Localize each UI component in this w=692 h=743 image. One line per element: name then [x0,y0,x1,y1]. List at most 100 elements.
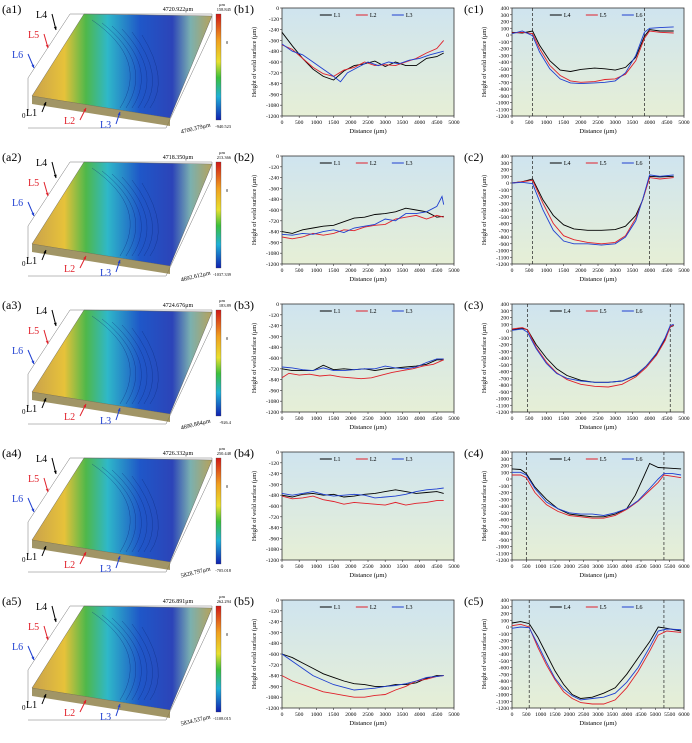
panel-label: (b2) [234,150,254,164]
x-tick-label: 3500 [397,416,408,422]
legend-label: L5 [600,605,607,611]
y-tick-label: -600 [499,370,509,376]
y-tick-label: 100 [501,470,510,476]
surface-side [32,688,170,718]
surface-ripple [141,182,159,257]
x-tick-label: 2000 [345,564,356,570]
panel-label: (c2) [464,150,483,164]
y-tick-label: -200 [499,639,509,645]
legend-label: L2 [370,161,377,167]
x-axis-label: Distance (μm) [579,276,616,283]
c-chart-5: (c5) 4003002001000-100-200-300-400-500-60… [464,594,690,727]
y-tick-label: -840 [269,378,279,384]
plot-area [511,451,685,561]
legend-label: L5 [600,161,607,167]
x-tick-label: 4000 [414,268,425,274]
scale-max: 158.845 [217,7,232,12]
line-tag-l1: L1 [26,700,37,711]
series-line-l5 [511,30,674,83]
x-tick-label: 1000 [535,564,546,570]
y-tick-label: -100 [499,336,509,342]
y-tick-label: -840 [269,82,279,88]
y-tick-label: -400 [499,208,509,214]
x-tick-label: 3000 [380,416,391,422]
y-tick-label: -1080 [266,103,279,109]
series-line-l3 [281,653,444,691]
series-line-l2 [281,495,444,506]
surface-plot [31,161,213,267]
y-tick-label: -500 [499,215,509,221]
panel-label: (b3) [234,298,254,312]
y-tick-label: -100 [499,484,509,490]
plot-area [511,303,685,413]
surface-ripple [141,478,159,553]
y-tick-label: 100 [501,618,510,624]
surface-plot [31,309,213,415]
surface-ripple [121,620,148,701]
y-tick-label: -600 [269,652,279,658]
x-tick-label: 0 [511,120,514,126]
line-tag-l1: L1 [26,552,37,563]
color-scale-bar [215,457,222,565]
y-tick-label: 100 [501,26,510,32]
y-tick-label: -480 [269,345,279,351]
x-tick-label: 2500 [592,416,603,422]
tag-arrowhead [45,636,49,640]
scale-max: 213.366 [217,155,232,160]
x-tick-label: 5000 [678,416,689,422]
x-tick-label: 1000 [541,268,552,274]
panel-label: (a3) [2,298,21,312]
y-tick-label: -1100 [496,403,509,409]
x-tick-label: 3000 [610,268,621,274]
x-tick-label: 500 [522,564,531,570]
y-tick-label: 300 [501,605,510,611]
tag-arrowhead [83,404,86,408]
surface-ripple [101,318,137,405]
x-tick-label: 500 [295,564,304,570]
y-tick-label: 0 [276,598,279,604]
series-line-l6 [511,323,674,383]
y-tick-label: -1000 [496,101,509,107]
y-tick-label: 200 [501,168,510,174]
surface-ripple [131,623,153,701]
plot-area [511,155,685,265]
surface-ripple [111,25,142,109]
surface-ripple [91,315,131,405]
tag-arrowhead [117,556,121,560]
tag-arrowhead [31,64,35,68]
y-tick-label: -840 [269,674,279,680]
tag-arrowhead [53,322,57,326]
line-tag-l6: L6 [12,642,23,653]
y-tick-label: 0 [276,6,279,12]
line-tag-l3: L3 [100,564,111,575]
surface-ripple [141,330,159,405]
x-tick-label: 4000 [644,120,655,126]
y-axis-label: Height of weld surface (μm) [251,619,258,689]
x-tick-label: 0 [281,120,284,126]
tag-arrowhead [83,108,86,112]
x-tick-label: 5000 [650,564,661,570]
y-tick-label: -1100 [496,107,509,113]
x-tick-label: 2000 [564,564,575,570]
y-axis-label: Height of weld surface (μm) [251,471,258,541]
x-tick-label: 0 [511,268,514,274]
y-tick-label: 0 [276,154,279,160]
y-tick-label: 300 [501,13,510,19]
surface-ripple [111,173,142,257]
x-tick-label: 0 [281,416,284,422]
y-tick-label: -300 [499,349,509,355]
y-tick-label: -480 [269,49,279,55]
x-tick-label: 3000 [610,120,621,126]
line-tag-l4: L4 [36,10,47,21]
y-tick-label: -700 [499,672,509,678]
x-tick-label: 5000 [448,268,459,274]
line-tag-l3: L3 [100,120,111,131]
line-tag-l5: L5 [28,30,39,41]
dimension-top: 4720.922μm [163,7,194,13]
x-tick-label: 0 [281,268,284,274]
y-tick-label: -1000 [496,693,509,699]
y-tick-label: -800 [499,87,509,93]
panel-label: (b4) [234,446,254,460]
dimension-right: 4690.884μm [180,418,211,431]
y-tick-label: 200 [501,20,510,26]
